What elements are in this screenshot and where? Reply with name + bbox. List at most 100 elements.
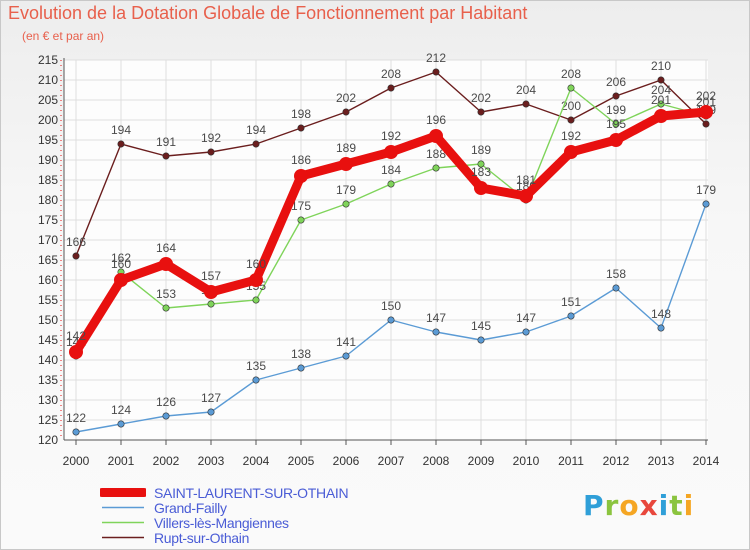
data-point-saint-laurent-sur-othain [429,129,443,143]
data-point-grand-failly [342,352,350,360]
data-point-rupt-sur-othain [567,116,575,124]
data-point-rupt-sur-othain [387,84,395,92]
data-point-villers-l-s-mangiennes [162,304,170,312]
data-point-grand-failly [297,364,305,372]
data-point-rupt-sur-othain [162,152,170,160]
data-label-saint-laurent-sur-othain: 202 [696,89,716,103]
data-label-grand-failly: 127 [201,391,221,405]
data-label-grand-failly: 138 [291,347,311,361]
data-point-rupt-sur-othain [207,148,215,156]
data-point-grand-failly [117,420,125,428]
data-label-saint-laurent-sur-othain: 201 [651,93,671,107]
y-tick-label: 155 [38,293,58,307]
data-point-rupt-sur-othain [297,124,305,132]
data-label-saint-laurent-sur-othain: 195 [606,117,626,131]
data-label-villers-l-s-mangiennes: 201 [696,95,716,109]
legend-item-saint-laurent[interactable]: SAINT-LAURENT-SUR-OTHAIN [100,485,349,501]
data-point-grand-failly [252,376,260,384]
data-point-rupt-sur-othain [612,92,620,100]
data-point-grand-failly [432,328,440,336]
x-tick-label: 2008 [423,454,450,468]
data-label-grand-failly: 158 [606,267,626,281]
data-label-rupt-sur-othain: 192 [201,131,221,145]
data-label-grand-failly: 135 [246,359,266,373]
data-label-saint-laurent-sur-othain: 196 [426,113,446,127]
data-label-villers-l-s-mangiennes: 184 [381,163,401,177]
legend-label: Villers-lès-Mangiennes [154,514,289,531]
x-tick-label: 2005 [288,454,315,468]
legend-swatch [102,506,144,509]
data-point-grand-failly [612,284,620,292]
legend-item-rupt[interactable]: Rupt-sur-Othain [100,530,348,546]
x-tick-label: 2002 [153,454,180,468]
data-label-saint-laurent-sur-othain: 164 [156,241,176,255]
data-label-villers-l-s-mangiennes: 179 [336,183,356,197]
data-label-rupt-sur-othain: 194 [246,123,266,137]
legend-swatch [100,488,146,497]
data-label-grand-failly: 145 [471,319,491,333]
y-tick-label: 150 [38,313,58,327]
data-label-saint-laurent-sur-othain: 142 [66,329,86,343]
data-label-saint-laurent-sur-othain: 157 [201,269,221,283]
data-point-rupt-sur-othain [342,108,350,116]
data-point-villers-l-s-mangiennes [612,120,620,128]
data-label-rupt-sur-othain: 200 [561,99,581,113]
data-point-saint-laurent-sur-othain [519,189,533,203]
data-point-saint-laurent-sur-othain [609,133,623,147]
legend-item-grand-failly[interactable]: Grand-Failly [100,499,348,516]
logo-letter: t [669,489,684,522]
data-label-villers-l-s-mangiennes: 175 [291,199,311,213]
y-tick-label: 135 [38,373,58,387]
logo-letter: o [619,489,640,522]
data-point-grand-failly [657,324,665,332]
y-tick-label: 130 [38,393,58,407]
data-label-rupt-sur-othain: 166 [66,235,86,249]
data-label-grand-failly: 148 [651,307,671,321]
plot-area [64,60,708,440]
data-point-saint-laurent-sur-othain [159,257,173,271]
data-point-rupt-sur-othain [477,108,485,116]
y-tick-label: 125 [38,413,58,427]
y-tick-label: 195 [38,133,58,147]
data-point-villers-l-s-mangiennes [477,160,485,168]
data-label-rupt-sur-othain: 202 [471,91,491,105]
data-label-saint-laurent-sur-othain: 183 [471,165,491,179]
x-tick-label: 2006 [333,454,360,468]
data-label-grand-failly: 147 [426,311,446,325]
data-point-saint-laurent-sur-othain [339,157,353,171]
data-label-grand-failly: 150 [381,299,401,313]
data-label-grand-failly: 124 [111,403,131,417]
data-point-rupt-sur-othain [657,76,665,84]
y-tick-label: 210 [38,73,58,87]
data-point-saint-laurent-sur-othain [69,345,83,359]
x-tick-label: 2001 [108,454,135,468]
data-label-saint-laurent-sur-othain: 160 [246,257,266,271]
chart-title: Evolution de la Dotation Globale de Fonc… [8,3,528,23]
data-point-saint-laurent-sur-othain [294,169,308,183]
y-tick-label: 120 [38,433,58,447]
data-label-saint-laurent-sur-othain: 181 [516,173,536,187]
data-label-saint-laurent-sur-othain: 186 [291,153,311,167]
data-point-saint-laurent-sur-othain [474,181,488,195]
data-label-rupt-sur-othain: 204 [516,83,536,97]
data-label-saint-laurent-sur-othain: 192 [381,129,401,143]
data-label-rupt-sur-othain: 208 [381,67,401,81]
y-tick-label: 165 [38,253,58,267]
data-point-grand-failly [387,316,395,324]
data-label-rupt-sur-othain: 206 [606,75,626,89]
legend-label: Grand-Failly [154,499,227,516]
y-tick-label: 175 [38,213,58,227]
y-tick-label: 190 [38,153,58,167]
data-point-rupt-sur-othain [522,100,530,108]
data-point-villers-l-s-mangiennes [252,296,260,304]
x-tick-label: 2012 [603,454,630,468]
data-label-rupt-sur-othain: 212 [426,51,446,65]
x-tick-label: 2014 [693,454,720,468]
chart-subtitle: (en € et par an) [22,29,105,43]
data-point-saint-laurent-sur-othain [564,145,578,159]
data-label-rupt-sur-othain: 202 [336,91,356,105]
data-label-rupt-sur-othain: 210 [651,59,671,73]
data-point-grand-failly [702,200,710,208]
data-point-villers-l-s-mangiennes [387,180,395,188]
legend-item-villers[interactable]: Villers-lès-Mangiennes [100,514,348,531]
